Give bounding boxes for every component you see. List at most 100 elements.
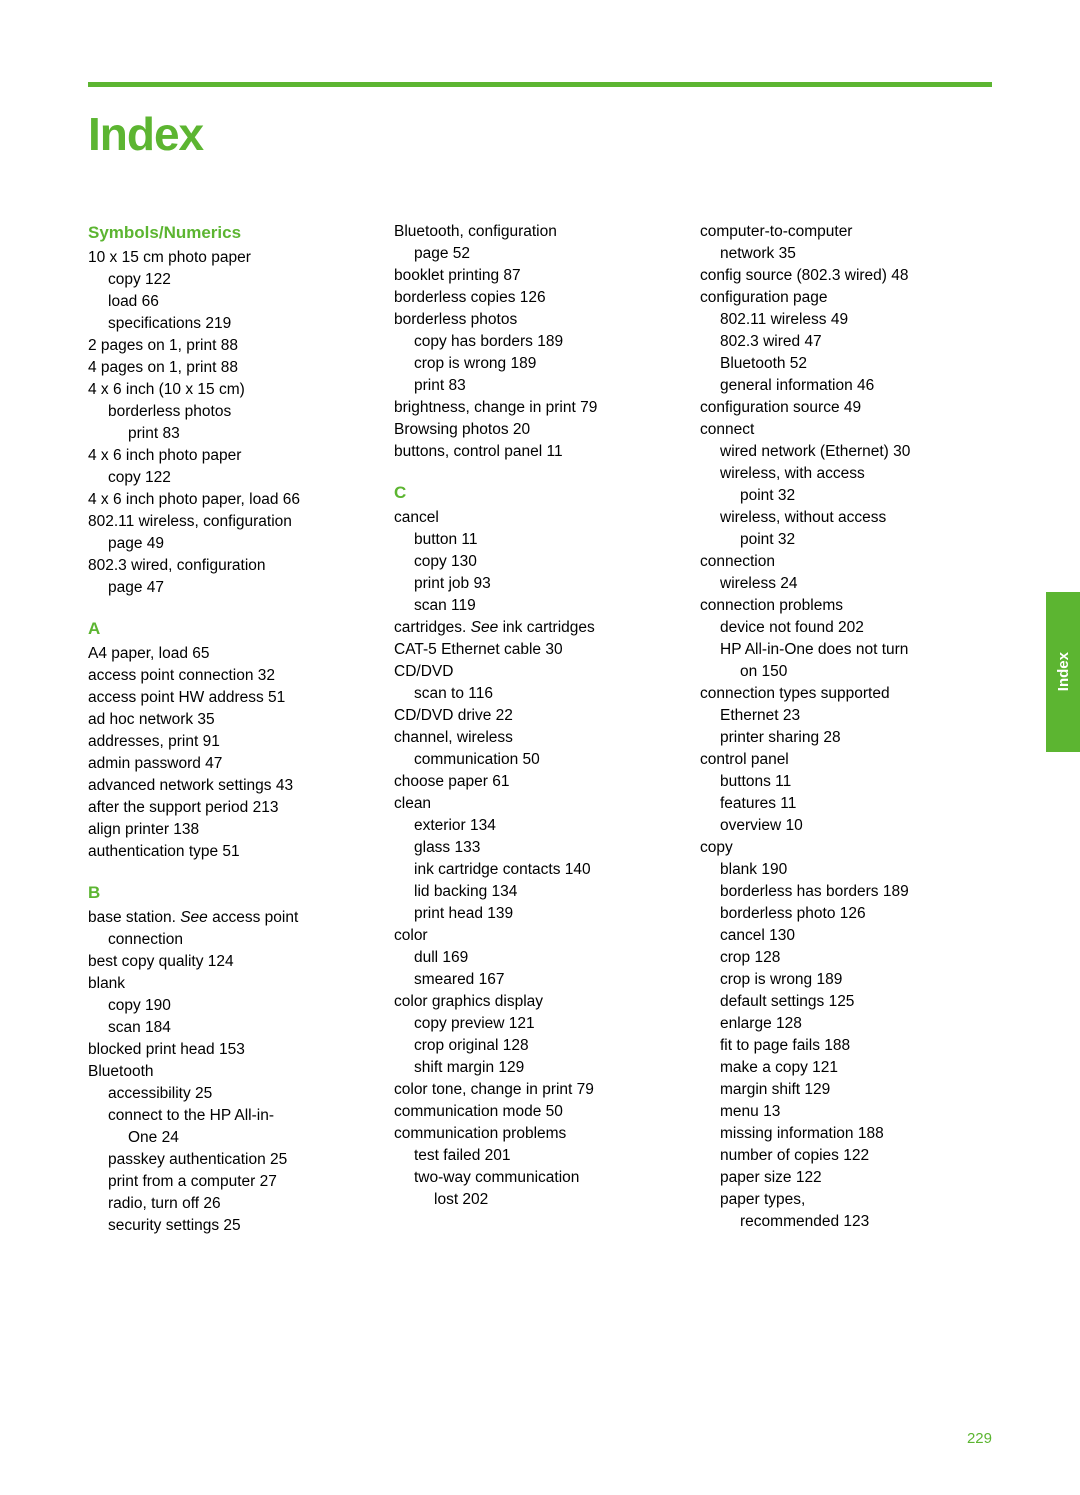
index-entry: point 32 (700, 529, 992, 551)
index-entry: scan 119 (394, 595, 686, 617)
index-entry: ink cartridge contacts 140 (394, 859, 686, 881)
index-entry: page 49 (88, 533, 380, 555)
index-entry: test failed 201 (394, 1145, 686, 1167)
index-entry: print from a computer 27 (88, 1171, 380, 1193)
index-entry: security settings 25 (88, 1215, 380, 1237)
index-entry: crop is wrong 189 (394, 353, 686, 375)
index-entry: Bluetooth, configuration (394, 221, 686, 243)
index-entry: HP All-in-One does not turn (700, 639, 992, 661)
index-entry: best copy quality 124 (88, 951, 380, 973)
index-entry: overview 10 (700, 815, 992, 837)
index-entry: lost 202 (394, 1189, 686, 1211)
column-3: computer-to-computernetwork 35config sou… (700, 221, 992, 1237)
index-entry: configuration source 49 (700, 397, 992, 419)
index-entry: connection types supported (700, 683, 992, 705)
index-entry: blank (88, 973, 380, 995)
index-entry: cartridges. See ink cartridges (394, 617, 686, 639)
index-entry: 4 x 6 inch photo paper (88, 445, 380, 467)
index-entry: authentication type 51 (88, 841, 380, 863)
top-rule (88, 82, 992, 87)
index-entry: buttons, control panel 11 (394, 441, 686, 463)
index-entry: paper size 122 (700, 1167, 992, 1189)
index-entry: wired network (Ethernet) 30 (700, 441, 992, 463)
page-title: Index (88, 107, 992, 161)
index-entry: booklet printing 87 (394, 265, 686, 287)
index-entry: configuration page (700, 287, 992, 309)
index-entry: recommended 123 (700, 1211, 992, 1233)
index-entry: Browsing photos 20 (394, 419, 686, 441)
index-entry: ad hoc network 35 (88, 709, 380, 731)
index-entry: computer-to-computer (700, 221, 992, 243)
side-tab-label: Index (1055, 652, 1072, 691)
index-entry: shift margin 129 (394, 1057, 686, 1079)
section-heading: C (394, 481, 686, 505)
index-entry: communication problems (394, 1123, 686, 1145)
index-entry: communication mode 50 (394, 1101, 686, 1123)
index-entry: glass 133 (394, 837, 686, 859)
index-entry: print head 139 (394, 903, 686, 925)
index-entry: radio, turn off 26 (88, 1193, 380, 1215)
index-entry: 10 x 15 cm photo paper (88, 247, 380, 269)
section-heading: B (88, 881, 380, 905)
index-entry: default settings 125 (700, 991, 992, 1013)
index-entry: Bluetooth 52 (700, 353, 992, 375)
index-entry: wireless, without access (700, 507, 992, 529)
index-entry: admin password 47 (88, 753, 380, 775)
index-entry: 4 pages on 1, print 88 (88, 357, 380, 379)
index-entry: network 35 (700, 243, 992, 265)
index-entry: blank 190 (700, 859, 992, 881)
index-entry: on 150 (700, 661, 992, 683)
index-entry: two-way communication (394, 1167, 686, 1189)
index-entry: cancel (394, 507, 686, 529)
index-entry: make a copy 121 (700, 1057, 992, 1079)
index-entry: copy preview 121 (394, 1013, 686, 1035)
index-entry: device not found 202 (700, 617, 992, 639)
index-entry: print 83 (394, 375, 686, 397)
index-entry: borderless photos (88, 401, 380, 423)
index-entry: smeared 167 (394, 969, 686, 991)
index-entry: base station. See access point (88, 907, 380, 929)
index-entry: printer sharing 28 (700, 727, 992, 749)
index-entry: load 66 (88, 291, 380, 313)
index-entry: connect (700, 419, 992, 441)
index-entry: A4 paper, load 65 (88, 643, 380, 665)
index-entry: 4 x 6 inch photo paper, load 66 (88, 489, 380, 511)
index-entry: crop original 128 (394, 1035, 686, 1057)
index-entry: communication 50 (394, 749, 686, 771)
index-entry: specifications 219 (88, 313, 380, 335)
index-entry: borderless photo 126 (700, 903, 992, 925)
index-entry: connection problems (700, 595, 992, 617)
index-page: Index Symbols/Numerics10 x 15 cm photo p… (0, 0, 1080, 1287)
index-entry: borderless photos (394, 309, 686, 331)
index-entry: number of copies 122 (700, 1145, 992, 1167)
index-entry: 2 pages on 1, print 88 (88, 335, 380, 357)
index-entry: CAT-5 Ethernet cable 30 (394, 639, 686, 661)
index-entry: enlarge 128 (700, 1013, 992, 1035)
index-entry: brightness, change in print 79 (394, 397, 686, 419)
index-entry: connect to the HP All-in- (88, 1105, 380, 1127)
index-entry: print 83 (88, 423, 380, 445)
index-entry: Ethernet 23 (700, 705, 992, 727)
index-entry: channel, wireless (394, 727, 686, 749)
column-2: Bluetooth, configurationpage 52booklet p… (394, 221, 686, 1237)
index-entry: access point HW address 51 (88, 687, 380, 709)
index-entry: 4 x 6 inch (10 x 15 cm) (88, 379, 380, 401)
index-entry: copy 122 (88, 269, 380, 291)
index-entry: advanced network settings 43 (88, 775, 380, 797)
index-entry: buttons 11 (700, 771, 992, 793)
index-entry: crop is wrong 189 (700, 969, 992, 991)
index-entry: CD/DVD (394, 661, 686, 683)
index-entry: after the support period 213 (88, 797, 380, 819)
index-entry: control panel (700, 749, 992, 771)
index-entry: Bluetooth (88, 1061, 380, 1083)
index-entry: wireless 24 (700, 573, 992, 595)
index-entry: page 47 (88, 577, 380, 599)
index-entry: borderless copies 126 (394, 287, 686, 309)
index-entry: clean (394, 793, 686, 815)
index-entry: page 52 (394, 243, 686, 265)
index-entry: features 11 (700, 793, 992, 815)
index-entry: copy (700, 837, 992, 859)
index-entry: copy 190 (88, 995, 380, 1017)
index-entry: general information 46 (700, 375, 992, 397)
index-entry: 802.3 wired, configuration (88, 555, 380, 577)
